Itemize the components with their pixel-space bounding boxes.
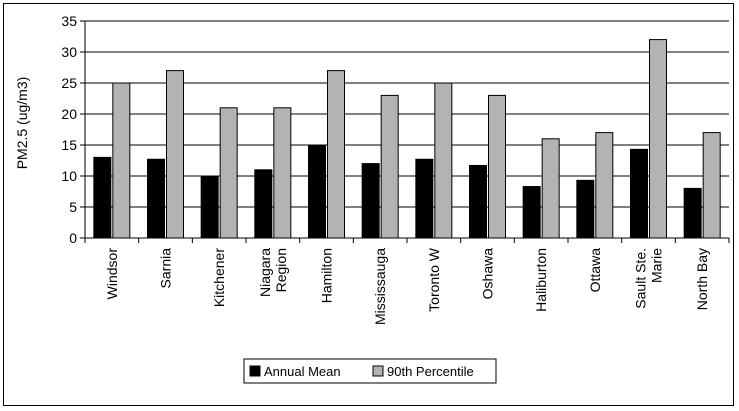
bar-annual-mean xyxy=(93,156,112,239)
bar-annual-mean xyxy=(200,175,219,239)
y-tick-label: 25 xyxy=(61,75,77,91)
x-axis-labels: Windsor Sarnia Kitchener NiagaraRegion Hamil… xyxy=(104,247,710,325)
x-tick-label: Hamilton xyxy=(319,248,335,303)
y-tick-label: 15 xyxy=(61,137,77,153)
gridlines xyxy=(85,20,729,208)
bar-90th-percentile xyxy=(166,70,184,239)
y-tick-label: 0 xyxy=(69,230,77,246)
x-tick-label: Oshawa xyxy=(480,248,496,300)
y-tick-label: 5 xyxy=(69,199,77,215)
bar-90th-percentile xyxy=(219,107,238,239)
y-axis-ticks: 0 5 10 15 20 25 30 35 xyxy=(61,13,85,246)
x-tick-label: NiagaraRegion xyxy=(257,248,289,297)
legend-swatch xyxy=(372,365,384,377)
y-axis-title: PM2.5 (ug/m3) xyxy=(14,77,30,170)
y-tick-label: 20 xyxy=(61,106,77,122)
x-tick-label: Mississauga xyxy=(372,248,388,325)
x-tick-label: Kitchener xyxy=(211,248,227,307)
bar-annual-mean xyxy=(522,186,541,239)
legend-label: Annual Mean xyxy=(264,364,341,379)
bar-90th-percentile xyxy=(112,82,131,239)
bar-90th-percentile xyxy=(649,39,667,239)
legend-box xyxy=(243,358,497,384)
bar-90th-percentile xyxy=(434,82,453,239)
bar-annual-mean xyxy=(308,144,326,239)
bar-chart: 0 5 10 15 20 25 30 35 Windsor Sarnia Kitchener Nia… xyxy=(14,13,730,384)
y-tick-label: 10 xyxy=(61,168,77,184)
legend-swatch xyxy=(249,365,261,377)
bar-90th-percentile xyxy=(702,132,721,239)
bar-annual-mean xyxy=(147,158,165,239)
x-tick-label: Windsor xyxy=(104,248,120,300)
bar-annual-mean xyxy=(630,148,648,239)
x-tick-label: Ottawa xyxy=(587,248,603,293)
bar-90th-percentile xyxy=(327,70,345,239)
bar-annual-mean xyxy=(683,187,702,239)
axes xyxy=(84,21,730,243)
bars xyxy=(93,39,721,239)
bar-90th-percentile xyxy=(595,132,614,239)
legend: Annual Mean 90th Percentile xyxy=(243,358,497,384)
bar-annual-mean xyxy=(469,164,487,239)
bar-90th-percentile xyxy=(488,94,506,239)
x-tick-label: North Bay xyxy=(694,248,710,310)
bar-annual-mean xyxy=(576,179,595,239)
chart-frame: 0 5 10 15 20 25 30 35 Windsor Sarnia Kitchener Nia… xyxy=(3,3,734,406)
bar-annual-mean xyxy=(254,169,273,239)
x-tick-label: Sault Ste.Marie xyxy=(633,248,665,309)
y-tick-label: 30 xyxy=(61,44,77,60)
x-tick-label: Haliburton xyxy=(533,248,549,312)
x-tick-label: Toronto W xyxy=(426,247,442,312)
y-tick-label: 35 xyxy=(61,13,77,29)
x-tick-label: Sarnia xyxy=(158,248,174,289)
bar-90th-percentile xyxy=(541,138,560,239)
bar-annual-mean xyxy=(415,158,434,239)
bar-90th-percentile xyxy=(380,94,399,239)
bar-annual-mean xyxy=(361,163,380,239)
bar-90th-percentile xyxy=(273,107,292,239)
legend-label: 90th Percentile xyxy=(387,364,474,379)
